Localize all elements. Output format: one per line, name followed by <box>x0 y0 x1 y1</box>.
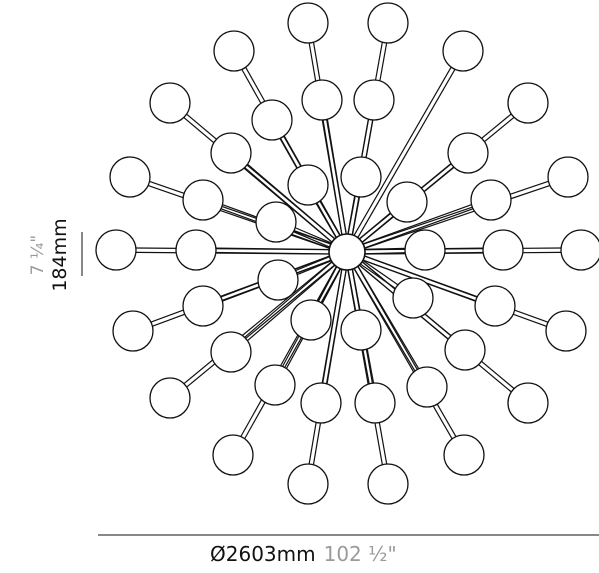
arm-rod <box>326 119 348 238</box>
arm-rod <box>351 264 453 440</box>
globe-shade <box>210 132 252 174</box>
arm-rod <box>312 266 348 465</box>
arm-rod <box>355 69 456 242</box>
arm-rod <box>244 167 336 246</box>
globe-shade <box>95 229 137 271</box>
globe-shade <box>182 179 224 221</box>
globe-shade <box>287 164 329 206</box>
arm-rod <box>315 203 339 242</box>
globe-shade <box>474 285 516 327</box>
arm-rod <box>359 258 547 327</box>
diameter-imperial: 102 ½" <box>323 542 397 566</box>
arm-rod <box>319 200 343 240</box>
arm-rod <box>215 251 333 255</box>
arm-rod <box>247 262 339 342</box>
arm-rod <box>359 180 549 246</box>
globe-shade <box>257 259 299 301</box>
arm-rod <box>295 227 336 246</box>
arm-rod <box>322 119 344 239</box>
globe-shade <box>507 82 549 124</box>
globe-shade <box>447 132 489 174</box>
arm-rod <box>355 212 391 242</box>
arm-rod <box>346 196 356 238</box>
arm-rod <box>293 231 334 250</box>
globe-shade <box>442 30 484 72</box>
globe-shade <box>149 82 191 124</box>
globe-shade <box>301 79 343 121</box>
globe-shade <box>482 229 524 271</box>
arm-rod <box>358 216 394 246</box>
globe-shade <box>109 156 151 198</box>
arm-rod <box>147 185 334 251</box>
globe-shade <box>340 156 382 198</box>
arm-rod <box>358 258 515 389</box>
globe-shade <box>507 382 549 424</box>
arm-rod <box>360 254 549 323</box>
globe-shade <box>386 181 428 223</box>
height-dimension: 7 ¼" 184mm <box>18 210 82 300</box>
arm-rod <box>186 262 338 388</box>
arm-rod <box>351 66 452 240</box>
arm-rod <box>361 251 562 255</box>
globe-shade <box>340 309 382 351</box>
arm-rod <box>346 266 383 465</box>
height-imperial: 7 ¼" <box>28 234 48 276</box>
arm-rod <box>355 262 457 437</box>
globe-shade <box>392 277 434 319</box>
globe-shade <box>182 285 224 327</box>
arm-rod <box>351 196 361 239</box>
diameter-dimension: Ø2603mm 102 ½" <box>210 542 510 570</box>
arm-rod <box>150 254 334 323</box>
globe-shade <box>470 179 512 221</box>
globe-shade <box>354 382 396 424</box>
arm-rods <box>135 42 562 465</box>
globe-shade <box>175 229 217 271</box>
globe-shade <box>300 382 342 424</box>
globe-shade <box>149 377 191 419</box>
globe-shade <box>545 310 587 352</box>
center-canopy <box>328 233 366 271</box>
arm-rod <box>183 258 336 385</box>
arm-rod <box>355 262 512 393</box>
globe-shade <box>367 463 409 505</box>
arm-rod <box>359 257 399 286</box>
arm-rod <box>360 247 561 251</box>
arm-rod <box>149 180 335 246</box>
globe-shade <box>287 2 329 44</box>
globe-shade <box>353 79 395 121</box>
globe-shade <box>112 310 154 352</box>
globe-shade <box>404 229 446 271</box>
globe-shade <box>254 364 296 406</box>
arm-rod <box>360 208 474 250</box>
diameter-metric: Ø2603mm <box>210 542 316 566</box>
globe-shade <box>251 99 293 141</box>
arm-rod <box>360 184 550 251</box>
globe-shade <box>287 463 329 505</box>
globe-shade <box>406 366 448 408</box>
arm-rod <box>351 265 388 465</box>
globe-shades <box>95 2 599 505</box>
globe-shade <box>367 2 409 44</box>
globe-shade <box>255 201 297 243</box>
arm-rod <box>244 259 336 338</box>
arm-rod <box>216 247 334 251</box>
arm-rod <box>244 264 343 439</box>
globe-shade <box>444 329 486 371</box>
globe-shade <box>290 299 332 341</box>
globe-shade <box>213 30 255 72</box>
globe-shade <box>212 434 254 476</box>
arm-rod <box>359 204 472 246</box>
height-metric: 184mm <box>49 218 71 292</box>
arm-rod <box>240 262 339 437</box>
globe-shade <box>210 331 252 373</box>
arm-rod <box>308 265 344 465</box>
arm-rod <box>247 163 339 242</box>
arm-rod <box>152 258 335 327</box>
globe-shade <box>560 229 599 271</box>
globe-shade <box>547 156 589 198</box>
globe-shade <box>443 434 485 476</box>
